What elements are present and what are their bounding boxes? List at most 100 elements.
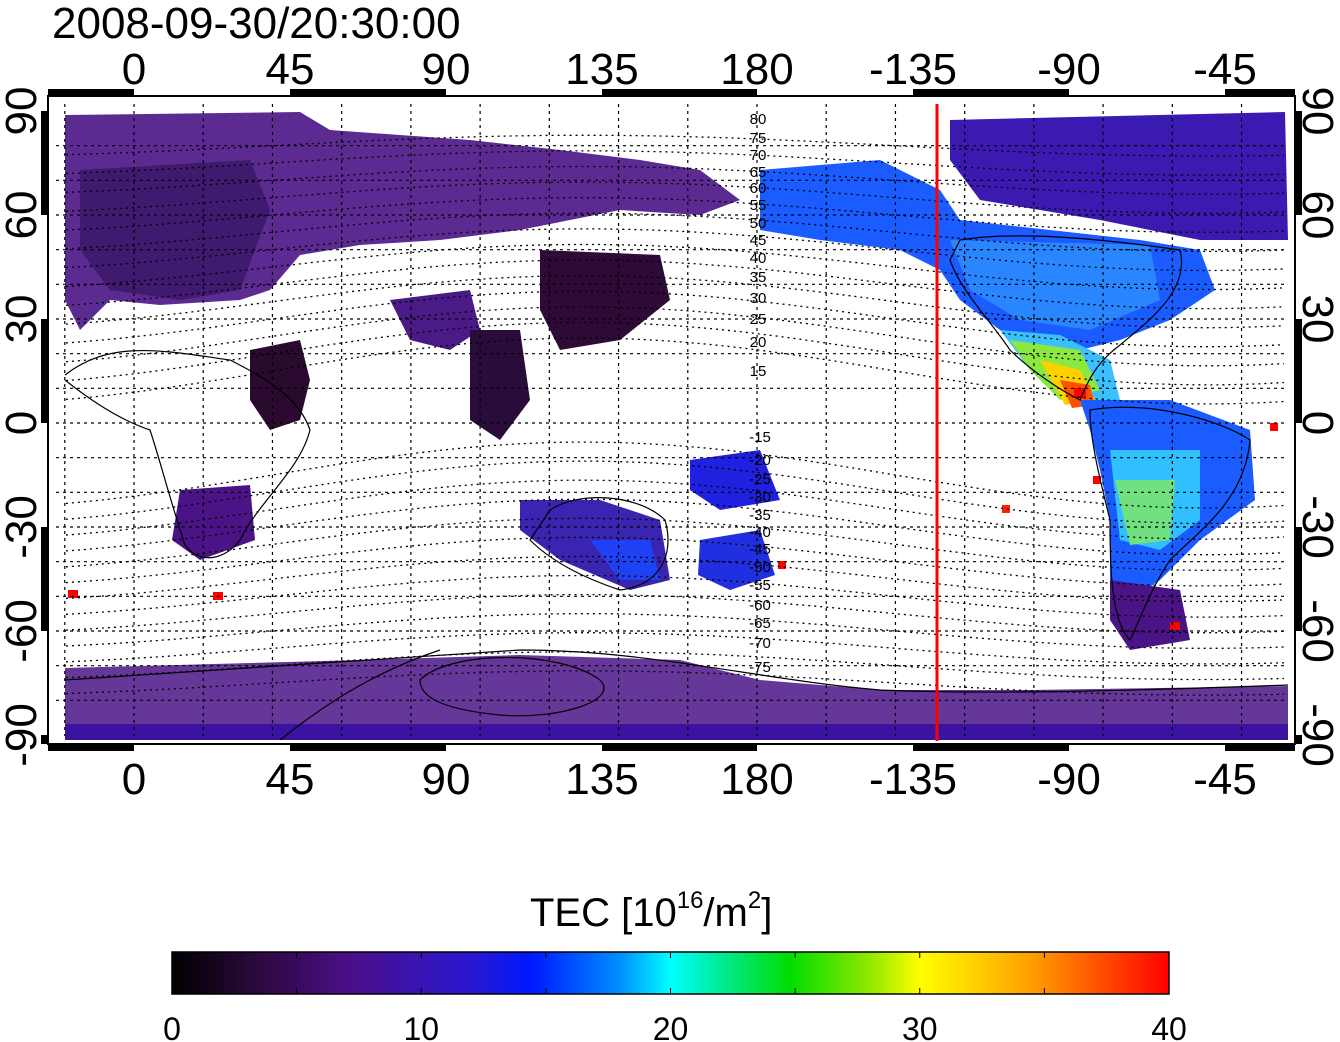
frame-tick-right: [1295, 319, 1302, 423]
colorbar-title-exponent: 16: [676, 887, 704, 914]
colorbar-tick-label: 40: [1151, 1011, 1187, 1042]
grid-layer: [56, 104, 1287, 736]
frame-tick-bottom: [602, 744, 757, 751]
y-tick-label-right: 30: [1293, 295, 1340, 344]
contour-label-north: 20: [750, 334, 767, 351]
contour-label-south: -60: [749, 597, 771, 614]
colorbar: [171, 951, 1170, 995]
frame-tick-left: [41, 735, 48, 744]
colorbar-title-main: TEC [10: [530, 891, 677, 935]
magnetic-contour: [63, 651, 1285, 681]
frame-tick-bottom: [290, 744, 446, 751]
y-axis-right-labels: 90 60 30 0 -30 -60 -90: [1293, 87, 1340, 767]
frame-tick-top: [602, 89, 757, 96]
contour-label-north: 55: [750, 197, 767, 214]
contour-label-north: 70: [750, 147, 767, 164]
contour-label-south: -20: [749, 452, 771, 469]
x-tick-label-top: 0: [122, 45, 146, 94]
colorbar-title-close: ]: [761, 891, 773, 935]
y-tick-label-right: -90: [1293, 703, 1340, 767]
x-axis-top-labels: 0 45 90 135 180 -135 -90 -45: [122, 45, 1257, 94]
frame-tick-bottom: [1225, 744, 1295, 751]
contour-label-south: -35: [749, 507, 771, 524]
x-tick-label-top: 180: [720, 45, 793, 94]
frame-tick-top: [913, 89, 1069, 96]
contour-label-south: -40: [749, 524, 771, 541]
x-tick-label-bottom: -135: [869, 755, 957, 804]
contour-label-south: -30: [749, 489, 771, 506]
magnetic-contour: [63, 574, 1285, 618]
y-tick-label-right: 60: [1293, 191, 1340, 240]
y-tick-label-left: -30: [0, 495, 46, 559]
magnetic-contour: [63, 134, 1285, 157]
tec-data-layer: [65, 112, 1288, 740]
contour-label-north: 35: [750, 269, 767, 286]
contour-label-south: -25: [749, 471, 771, 488]
magnetic-contour: [63, 150, 1285, 176]
contour-label-north: 45: [750, 232, 767, 249]
magnetic-contour: [63, 555, 1285, 603]
contour-label-north: 60: [750, 180, 767, 197]
contour-label-north: 30: [750, 290, 767, 307]
contour-label-south: -75: [749, 659, 771, 676]
contour-label-south: -45: [749, 541, 771, 558]
contour-label-north: 40: [750, 250, 767, 267]
y-tick-label-left: 60: [0, 191, 46, 240]
x-tick-label-bottom: 135: [565, 755, 638, 804]
contour-label-north: 80: [750, 111, 767, 128]
y-tick-label-right: -60: [1293, 599, 1340, 663]
colorbar-tick-label: 30: [902, 1011, 938, 1042]
x-tick-label-bottom: 90: [422, 755, 471, 804]
x-tick-label-bottom: -90: [1037, 755, 1101, 804]
colorbar-title-unit: /m: [703, 891, 748, 935]
contour-label-north: 75: [750, 130, 767, 147]
frame-tick-left: [41, 319, 48, 423]
x-tick-label-top: -135: [869, 45, 957, 94]
frame-tick-marks: [41, 89, 1302, 751]
x-tick-label-top: -45: [1193, 45, 1257, 94]
y-tick-label-right: -30: [1293, 495, 1340, 559]
map-title: 2008-09-30/20:30:00: [52, 0, 461, 48]
y-tick-label-left: -90: [0, 703, 46, 767]
contour-label-north: 50: [750, 215, 767, 232]
magnetic-contour: [63, 337, 1285, 405]
contour-label-south: -70: [749, 635, 771, 652]
x-tick-label-bottom: 0: [122, 755, 146, 804]
x-tick-label-bottom: 45: [266, 755, 315, 804]
y-tick-label-right: 90: [1293, 87, 1340, 136]
frame-tick-bottom: [913, 744, 1069, 751]
colorbar-tick-labels: 0 10 20 30 40: [163, 1011, 1187, 1042]
magnetic-contour: [63, 197, 1285, 233]
frame-tick-top: [48, 89, 134, 96]
x-tick-label-top: -90: [1037, 45, 1101, 94]
frame-tick-top: [1225, 89, 1295, 96]
contour-label-north: 15: [750, 363, 767, 380]
colorbar-title: TEC [1016/m2]: [530, 888, 772, 938]
contour-label-south: -50: [749, 559, 771, 576]
frame-tick-right: [1295, 527, 1302, 631]
magnetic-contour: [63, 613, 1285, 649]
contour-label-north: 25: [750, 311, 767, 328]
y-tick-label-right: 0: [1293, 411, 1340, 435]
contour-label-south: -55: [749, 577, 771, 594]
y-axis-left-labels: 90 60 30 0 -30 -60 -90: [0, 87, 46, 767]
frame-tick-bottom: [48, 744, 134, 751]
colorbar-tick-label: 10: [403, 1011, 439, 1042]
magnetic-contour: [63, 181, 1285, 214]
x-axis-bottom-labels: 0 45 90 135 180 -135 -90 -45: [122, 755, 1257, 804]
y-tick-label-left: 30: [0, 295, 46, 344]
colorbar-tick-label: 20: [653, 1011, 689, 1042]
frame-tick-right: [1295, 111, 1302, 215]
x-tick-label-top: 135: [565, 45, 638, 94]
y-tick-label-left: 0: [0, 411, 46, 435]
magnetic-contour: [63, 670, 1285, 696]
y-tick-label-left: 90: [0, 87, 46, 136]
x-tick-label-bottom: -45: [1193, 755, 1257, 804]
colorbar-title-unit-exponent: 2: [747, 887, 762, 914]
magnetic-contour: [63, 243, 1285, 291]
x-tick-label-top: 45: [266, 45, 315, 94]
contour-label-south: -15: [749, 429, 771, 446]
frame-tick-left: [41, 527, 48, 631]
